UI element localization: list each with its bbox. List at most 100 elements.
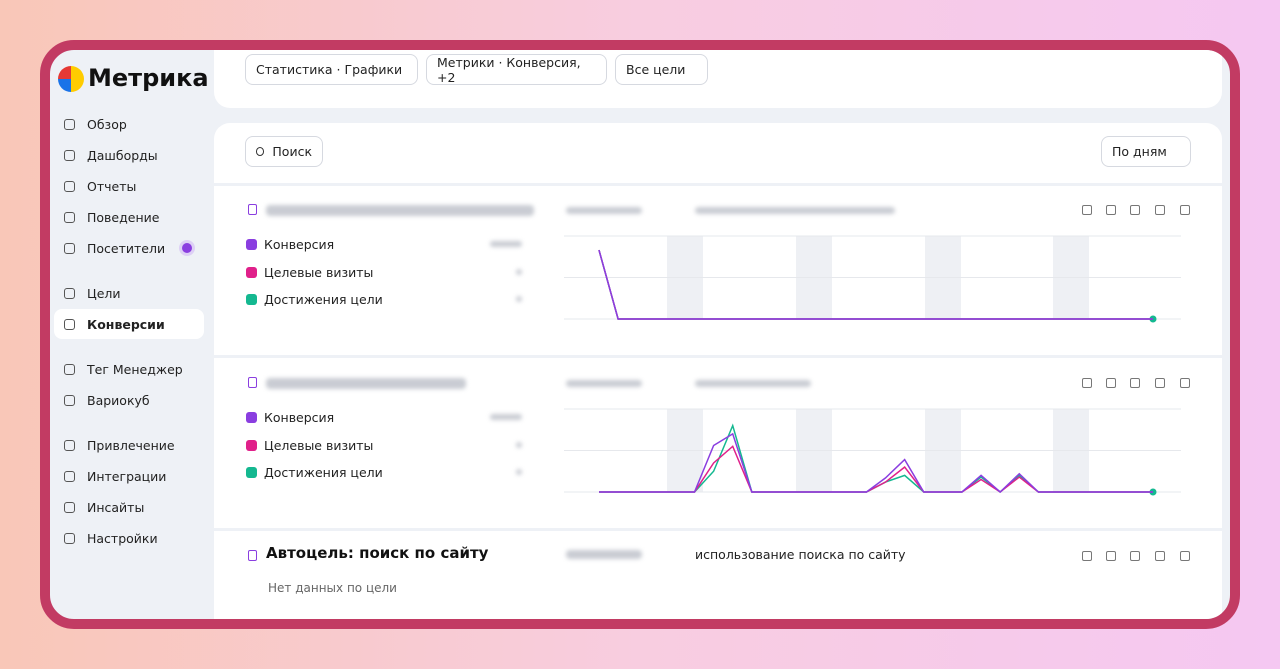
action-icon[interactable] [1180,378,1190,388]
action-icon[interactable] [1082,551,1092,561]
nav-item[interactable]: Инсайты [54,492,204,522]
nav-icon [64,532,75,544]
nav-icon [64,287,75,299]
action-icon[interactable] [1155,378,1165,388]
nav-label: Настройки [87,530,158,546]
legend-value-blurred [490,414,522,420]
search-icon [256,147,265,156]
separator [214,183,1222,186]
goals-panel: Поиск По дням Конверсия Целевые визиты Дости… [214,123,1222,619]
nav-icon [64,501,75,513]
legend-item[interactable]: Достижения цели [246,465,383,480]
goal-row: Конверсия Целевые визиты Достижения цели [214,186,1222,356]
sidebar: Метрика Обзор Дашборды Отчеты Поведение Посе… [50,50,214,619]
nav-item[interactable]: Обзор [54,109,204,139]
action-icon[interactable] [1082,205,1092,215]
action-icon[interactable] [1082,378,1092,388]
nav-item[interactable]: Привлечение [54,430,204,460]
nav-item[interactable]: Дашборды [54,140,204,170]
search-label: Поиск [272,144,312,159]
action-icon[interactable] [1180,205,1190,215]
legend-label: Достижения цели [264,292,383,307]
action-icon[interactable] [1155,205,1165,215]
nav-item[interactable]: Поведение [54,202,204,232]
legend-checkbox [246,467,257,478]
nav-label: Цели [87,285,121,301]
period-button[interactable]: По дням [1101,136,1191,167]
nav-label: Обзор [87,116,127,132]
nav-icon [64,242,75,254]
nav-icon [64,394,75,406]
goal-row: Автоцель: поиск по сайту использование по… [214,532,1222,619]
filter-label: Все цели [626,62,686,77]
goal-id-blurred [566,380,642,387]
action-icon[interactable] [1130,378,1140,388]
nav-label: Посетители [87,240,166,256]
legend-checkbox [246,266,257,278]
action-icon[interactable] [1180,551,1190,561]
goal-id-blurred [566,207,642,214]
nav-label: Вариокуб [87,392,150,408]
nav-icon [64,118,75,130]
filter-button[interactable]: Метрики · Конверсия, +2 [426,54,607,85]
nav-icon [64,180,75,192]
legend-item[interactable]: Целевые визиты [246,438,373,453]
legend-value-blurred [516,296,522,302]
legend-checkbox [246,294,257,305]
filter-button[interactable]: Все цели [615,54,708,85]
action-icon[interactable] [1155,551,1165,561]
nav-icon [64,318,75,330]
legend-value-blurred [490,241,522,247]
toolbar: Статистика · Графики Метрики · Конверсия,… [214,50,1222,108]
legend-checkbox [246,412,257,423]
legend-label: Целевые визиты [264,437,374,453]
nav-item[interactable]: Посетители [54,233,204,263]
legend-label: Конверсия [264,410,335,425]
legend-label: Достижения цели [264,465,383,480]
nav-item[interactable]: Интеграции [54,461,204,491]
logo: Метрика [88,64,209,92]
goal-title: Автоцель: поиск по сайту [266,544,489,562]
nav-icon [64,211,75,223]
nav-label: Привлечение [87,437,175,453]
goal-chart [564,408,1181,496]
legend-label: Конверсия [264,237,335,252]
filter-button[interactable]: Статистика · Графики [245,54,418,85]
goal-description: использование поиска по сайту [695,547,906,562]
legend-checkbox [246,239,257,250]
nav-item[interactable]: Настройки [54,523,204,553]
filter-label: Метрики · Конверсия, +2 [437,54,581,85]
goal-icon [248,377,257,388]
legend-item[interactable]: Конверсия [246,237,334,252]
separator [214,355,1222,358]
goal-icon [248,204,257,215]
nav-icon [64,439,75,451]
goal-row: Конверсия Целевые визиты Достижения цели [214,359,1222,529]
goal-icon [248,550,257,561]
nav-item[interactable]: Тег Менеджер [54,354,204,384]
nav-item[interactable]: Цели [54,278,204,308]
legend-item[interactable]: Достижения цели [246,292,383,307]
goal-id-blurred [566,550,642,559]
action-icon[interactable] [1106,205,1116,215]
logo-icon [58,66,84,92]
nav-label: Дашборды [87,147,158,163]
goal-description-blurred [695,207,895,214]
nav-item[interactable]: Отчеты [54,171,204,201]
goal-chart [564,235,1181,323]
action-icon[interactable] [1106,378,1116,388]
period-label: По дням [1112,144,1167,159]
nav-item[interactable]: Конверсии [54,309,204,339]
legend-item[interactable]: Целевые визиты [246,265,373,280]
goal-description-blurred [695,380,811,387]
action-icon[interactable] [1130,551,1140,561]
goal-title-blurred [266,205,534,216]
action-icon[interactable] [1130,205,1140,215]
nav-badge [182,243,192,253]
search-button[interactable]: Поиск [245,136,323,167]
action-icon[interactable] [1106,551,1116,561]
nav-label: Отчеты [87,178,137,194]
legend-item[interactable]: Конверсия [246,410,334,425]
nav-item[interactable]: Вариокуб [54,385,204,415]
